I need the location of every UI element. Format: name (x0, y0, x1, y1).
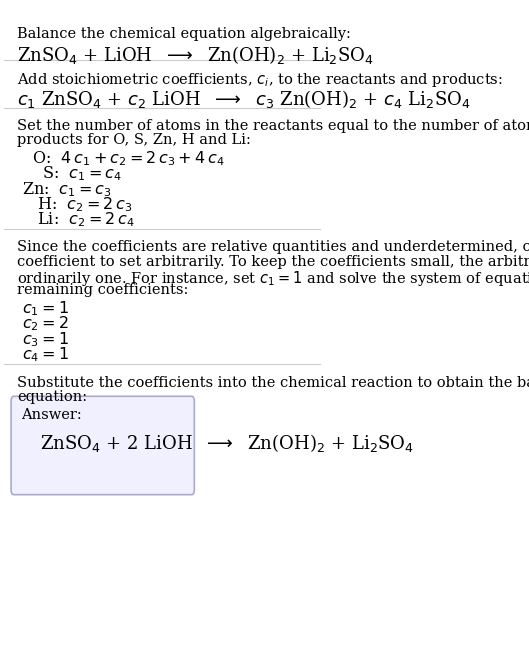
Text: Balance the chemical equation algebraically:: Balance the chemical equation algebraica… (17, 27, 351, 41)
Text: remaining coefficients:: remaining coefficients: (17, 283, 188, 296)
Text: H:  $c_2 = 2\,c_3$: H: $c_2 = 2\,c_3$ (22, 195, 132, 214)
Text: $c_2 = 2$: $c_2 = 2$ (22, 314, 68, 333)
FancyBboxPatch shape (11, 397, 194, 495)
Text: ZnSO$_4$ + 2 LiOH  $\longrightarrow$  Zn(OH)$_2$ + Li$_2$SO$_4$: ZnSO$_4$ + 2 LiOH $\longrightarrow$ Zn(O… (40, 432, 415, 454)
Text: products for O, S, Zn, H and Li:: products for O, S, Zn, H and Li: (17, 133, 251, 147)
Text: $c_1 = 1$: $c_1 = 1$ (22, 299, 68, 318)
Text: $c_1$ ZnSO$_4$ + $c_2$ LiOH  $\longrightarrow$  $c_3$ Zn(OH)$_2$ + $c_4$ Li$_2$S: $c_1$ ZnSO$_4$ + $c_2$ LiOH $\longrighta… (17, 89, 470, 111)
Text: ordinarily one. For instance, set $c_1 = 1$ and solve the system of equations fo: ordinarily one. For instance, set $c_1 =… (17, 269, 529, 287)
Text: $c_3 = 1$: $c_3 = 1$ (22, 330, 68, 349)
Text: Li:  $c_2 = 2\,c_4$: Li: $c_2 = 2\,c_4$ (22, 210, 134, 229)
Text: ZnSO$_4$ + LiOH  $\longrightarrow$  Zn(OH)$_2$ + Li$_2$SO$_4$: ZnSO$_4$ + LiOH $\longrightarrow$ Zn(OH)… (17, 44, 374, 66)
Text: S:  $c_1 = c_4$: S: $c_1 = c_4$ (22, 164, 122, 183)
Text: coefficient to set arbitrarily. To keep the coefficients small, the arbitrary va: coefficient to set arbitrarily. To keep … (17, 254, 529, 269)
Text: Zn:  $c_1 = c_3$: Zn: $c_1 = c_3$ (22, 180, 112, 199)
Text: Set the number of atoms in the reactants equal to the number of atoms in the: Set the number of atoms in the reactants… (17, 119, 529, 133)
Text: $c_4 = 1$: $c_4 = 1$ (22, 345, 68, 364)
Text: Add stoichiometric coefficients, $c_i$, to the reactants and products:: Add stoichiometric coefficients, $c_i$, … (17, 71, 503, 89)
Text: O:  $4\,c_1 + c_2 = 2\,c_3 + 4\,c_4$: O: $4\,c_1 + c_2 = 2\,c_3 + 4\,c_4$ (22, 149, 224, 168)
Text: equation:: equation: (17, 390, 87, 404)
Text: Answer:: Answer: (22, 408, 83, 422)
Text: Since the coefficients are relative quantities and underdetermined, choose a: Since the coefficients are relative quan… (17, 241, 529, 254)
Text: Substitute the coefficients into the chemical reaction to obtain the balanced: Substitute the coefficients into the che… (17, 376, 529, 390)
